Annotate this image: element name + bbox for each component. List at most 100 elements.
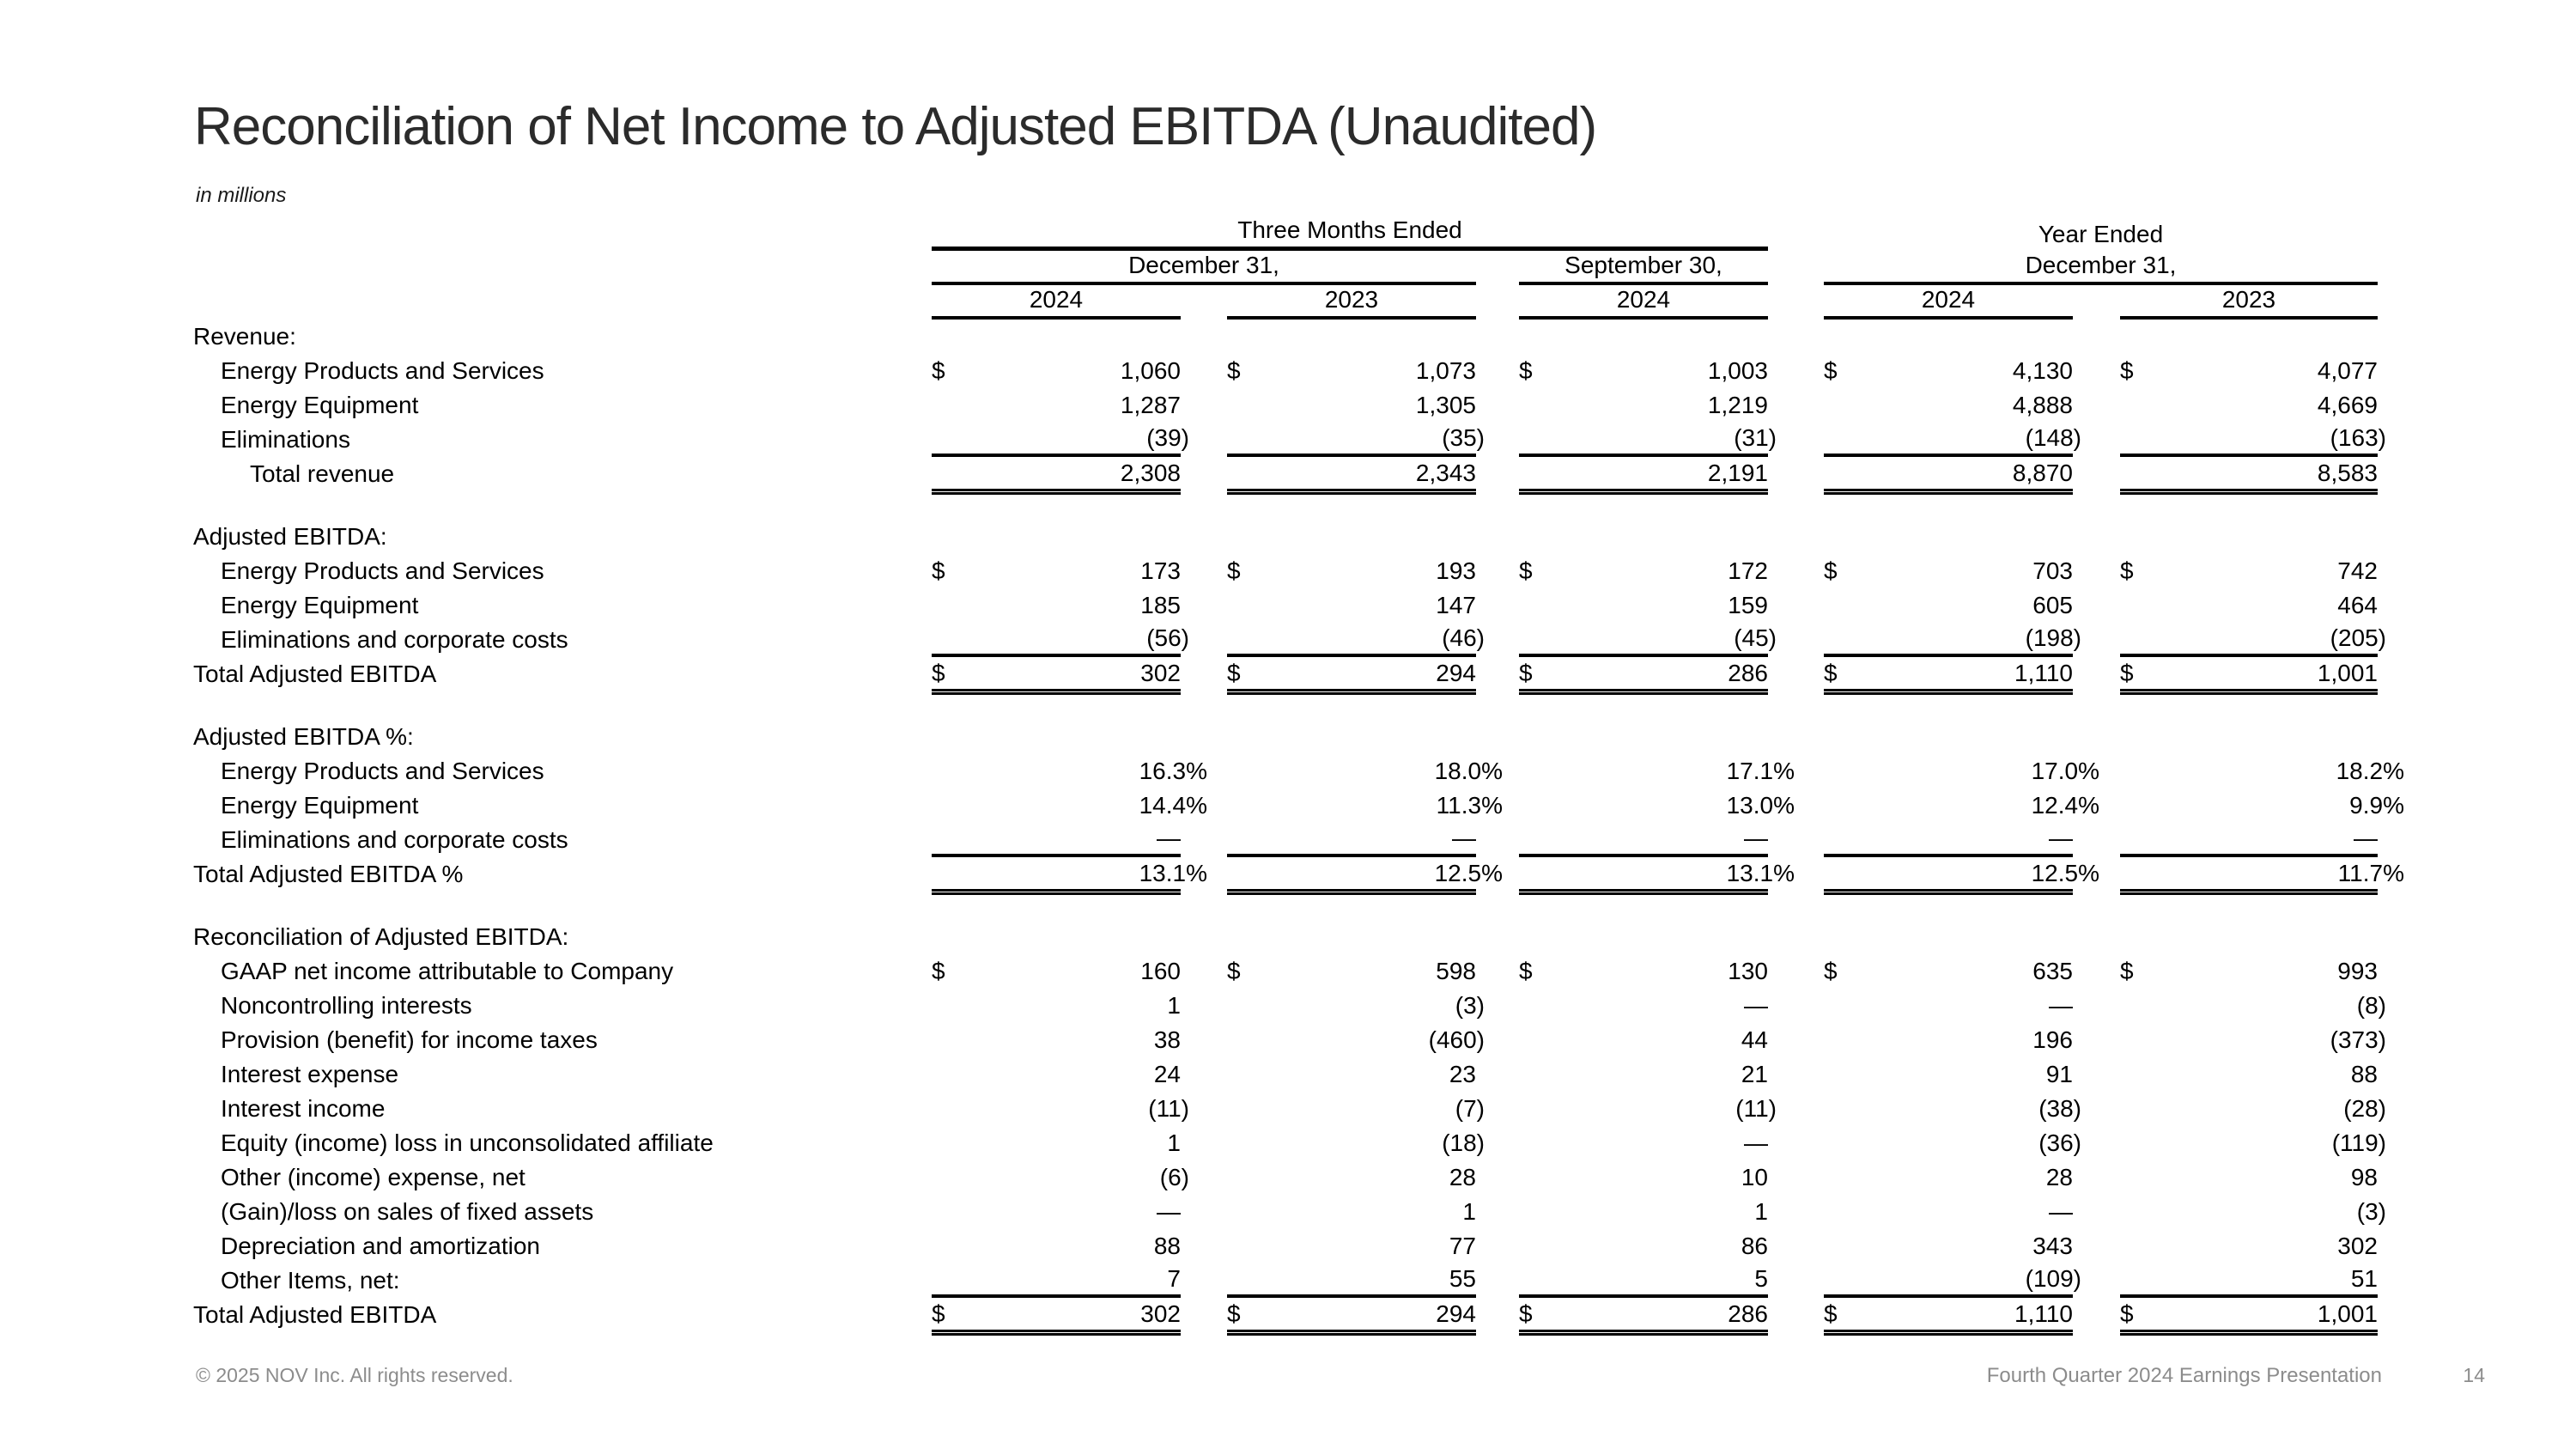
- value-cell: 24: [932, 1057, 1181, 1092]
- cell-value: (31): [1734, 424, 1777, 451]
- value-cell: (3): [2120, 1195, 2386, 1229]
- value-cell: (38): [1824, 1092, 2081, 1126]
- row-label: Energy Equipment: [221, 792, 419, 819]
- column-year: 2024: [1824, 285, 2073, 320]
- cell-value: 2,343: [1415, 459, 1476, 486]
- value-cell: $1,001: [2120, 657, 2378, 695]
- row-label: Total Adjusted EBITDA %: [193, 861, 464, 887]
- value-cell: 18.2%: [2120, 754, 2404, 788]
- cell-value: 12.4%: [2031, 792, 2099, 819]
- cell-value: 2,308: [1120, 459, 1181, 486]
- cell-value: 130: [1728, 958, 1768, 984]
- row-label: Eliminations: [221, 426, 350, 453]
- cell-value: 993: [2337, 958, 2378, 984]
- cell-value: 635: [2032, 958, 2073, 984]
- value-cell: —: [1519, 823, 1768, 857]
- column-year: 2023: [2120, 285, 2378, 320]
- cell-value: —: [2354, 825, 2378, 851]
- value-cell: 1,287: [932, 388, 1181, 423]
- dollar-sign: $: [1227, 1300, 1241, 1327]
- row-label: Total Adjusted EBITDA: [193, 1301, 437, 1328]
- dollar-sign: $: [1824, 659, 1838, 686]
- value-cell: $635: [1824, 954, 2073, 989]
- cell-value: 13.1%: [1139, 859, 1207, 886]
- cell-value: 1,110: [2014, 1300, 2073, 1327]
- value-cell: $302: [932, 1298, 1181, 1336]
- value-cell: $4,130: [1824, 354, 2073, 388]
- value-cell: (6): [932, 1160, 1189, 1195]
- cell-value: 302: [1140, 659, 1181, 686]
- value-cell: —: [2120, 823, 2378, 857]
- value-cell: 147: [1227, 588, 1476, 623]
- cell-value: 1,110: [2014, 659, 2073, 686]
- cell-value: 294: [1436, 1300, 1476, 1327]
- value-cell: 23: [1227, 1057, 1476, 1092]
- dollar-sign: $: [2120, 557, 2134, 584]
- cell-value: 196: [2032, 1026, 2073, 1053]
- value-cell: (148): [1824, 423, 2081, 457]
- row-label: Energy Products and Services: [221, 357, 544, 384]
- value-cell: 12.5%: [1227, 857, 1503, 895]
- page-title: Reconciliation of Net Income to Adjusted…: [194, 97, 1597, 156]
- row-label: Interest expense: [221, 1061, 399, 1087]
- dollar-sign: $: [1227, 659, 1241, 686]
- value-cell: $1,060: [932, 354, 1181, 388]
- dollar-sign: $: [932, 357, 945, 384]
- cell-value: 1,001: [2317, 659, 2378, 686]
- value-cell: —: [1824, 1195, 2073, 1229]
- value-cell: $173: [932, 554, 1181, 588]
- row-label: Energy Products and Services: [221, 758, 544, 784]
- cell-value: 38: [1153, 1026, 1181, 1053]
- section-gap: [193, 691, 2378, 720]
- cell-value: 4,077: [2317, 357, 2378, 384]
- column-year: 2023: [1227, 285, 1476, 320]
- cell-value: 1,219: [1707, 392, 1768, 418]
- value-cell: 13.1%: [1519, 857, 1795, 895]
- cell-value: 55: [1449, 1265, 1476, 1292]
- cell-value: (39): [1146, 424, 1189, 451]
- cell-value: (163): [2330, 424, 2386, 451]
- cell-value: 51: [2350, 1265, 2378, 1292]
- cell-value: 343: [2032, 1233, 2073, 1259]
- cell-value: (18): [1442, 1129, 1485, 1156]
- cell-value: (7): [1455, 1095, 1485, 1122]
- cell-value: (198): [2025, 624, 2081, 651]
- cell-value: 1,001: [2317, 1300, 2378, 1327]
- value-cell: $172: [1519, 554, 1768, 588]
- cell-value: 2,191: [1707, 459, 1768, 486]
- value-cell: —: [1227, 823, 1476, 857]
- value-cell: 1: [1519, 1195, 1768, 1229]
- dollar-sign: $: [1519, 1300, 1533, 1327]
- cell-value: 4,669: [2317, 392, 2378, 418]
- value-cell: 343: [1824, 1229, 2073, 1263]
- cell-value: 1,287: [1120, 392, 1181, 418]
- value-cell: 605: [1824, 588, 2073, 623]
- cell-value: 1: [1167, 1129, 1181, 1156]
- section-header: Adjusted EBITDA %:: [193, 723, 414, 750]
- cell-value: 742: [2337, 557, 2378, 584]
- row-label: Provision (benefit) for income taxes: [221, 1026, 598, 1053]
- value-cell: (36): [1824, 1126, 2081, 1160]
- cell-value: 1,060: [1120, 357, 1181, 384]
- cell-value: (119): [2331, 1129, 2386, 1156]
- cell-value: 286: [1728, 659, 1768, 686]
- value-cell: 44: [1519, 1023, 1768, 1057]
- value-cell: (163): [2120, 423, 2386, 457]
- cell-value: 294: [1436, 659, 1476, 686]
- cell-value: (8): [2356, 992, 2386, 1019]
- dollar-sign: $: [2120, 659, 2134, 686]
- value-cell: —: [1824, 989, 2073, 1023]
- cell-value: 12.5%: [2031, 859, 2099, 886]
- value-cell: $598: [1227, 954, 1476, 989]
- cell-value: 605: [2032, 592, 2073, 618]
- cell-value: 12.5%: [1434, 859, 1503, 886]
- cell-value: 7: [1167, 1265, 1181, 1292]
- cell-value: (11): [1148, 1095, 1189, 1122]
- cell-value: 11.7%: [2337, 859, 2404, 886]
- cell-value: 286: [1728, 1300, 1768, 1327]
- value-cell: 17.0%: [1824, 754, 2099, 788]
- value-cell: 11.7%: [2120, 857, 2404, 895]
- cell-value: 1: [1167, 992, 1181, 1019]
- cell-value: 86: [1741, 1233, 1768, 1259]
- cell-value: —: [2049, 825, 2073, 851]
